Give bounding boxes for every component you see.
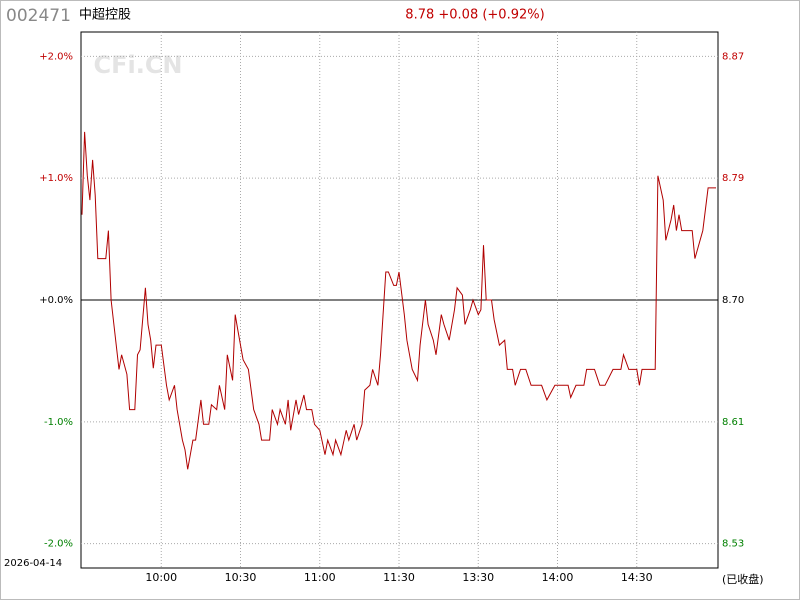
x-tick-label: 10:30 <box>225 571 257 584</box>
stock-code: 002471 <box>6 6 71 26</box>
price-line <box>81 131 716 470</box>
x-tick-label: 13:30 <box>462 571 494 584</box>
y2-tick-label: 8.87 <box>722 51 744 62</box>
x-tick-label: 11:00 <box>304 571 336 584</box>
status: (已收盘) <box>722 572 764 586</box>
y2-tick-label: 8.79 <box>722 173 744 184</box>
stock-name: 中超控股 <box>79 8 131 23</box>
watermark: CFi.CN <box>93 51 182 79</box>
y-tick-label: +0.0% <box>39 295 73 306</box>
y-tick-label: +2.0% <box>39 51 73 62</box>
y2-tick-label: 8.53 <box>722 539 744 550</box>
x-tick-label: 14:00 <box>542 571 574 584</box>
x-tick-label: 11:30 <box>383 571 415 584</box>
y2-tick-label: 8.61 <box>722 417 744 428</box>
y-tick-label: +1.0% <box>39 173 73 184</box>
y2-tick-label: 8.70 <box>722 295 744 306</box>
x-tick-label: 10:00 <box>145 571 177 584</box>
y-tick-label: -2.0% <box>44 539 73 550</box>
quote: 8.78 +0.08 (+0.92%) <box>405 8 544 23</box>
y-tick-label: -1.0% <box>44 417 73 428</box>
x-tick-label: 14:30 <box>621 571 653 584</box>
date: 2026-04-14 <box>4 558 62 569</box>
